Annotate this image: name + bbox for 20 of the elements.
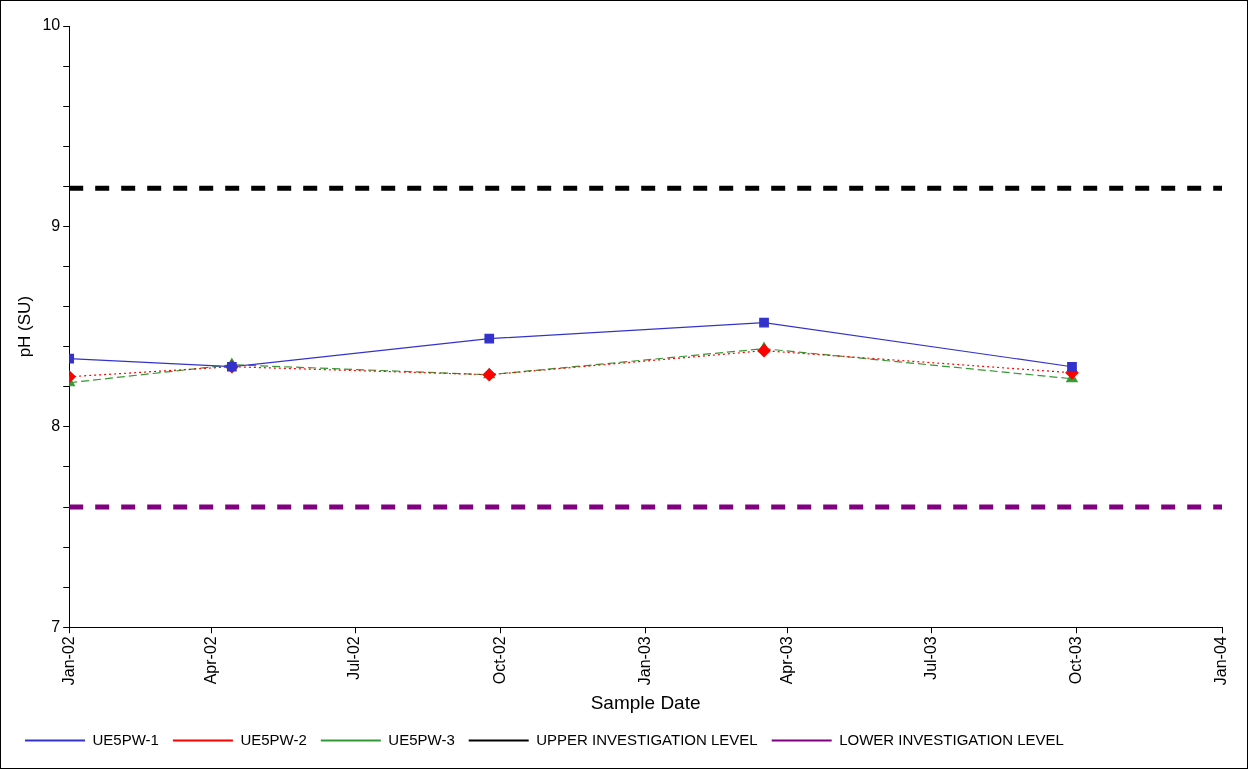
x-tick-label: Jan-04 xyxy=(1212,636,1230,686)
x-tick-label: Jul-03 xyxy=(921,636,939,680)
x-tick-label: Jan-02 xyxy=(59,636,77,686)
legend-label: UE5PW-1 xyxy=(92,730,159,748)
y-tick-label: 9 xyxy=(51,216,61,234)
x-tick-label: Oct-03 xyxy=(1067,636,1085,685)
legend-label: UE5PW-2 xyxy=(240,730,307,748)
y-tick-label: 10 xyxy=(42,16,61,34)
legend-label: UE5PW-3 xyxy=(388,730,455,748)
x-tick-label: Apr-02 xyxy=(201,636,219,685)
x-tick-label: Jul-02 xyxy=(345,636,363,680)
legend-label: UPPER INVESTIGATION LEVEL xyxy=(536,730,758,748)
y-tick-label: 7 xyxy=(51,617,61,635)
y-tick-label: 8 xyxy=(51,417,61,435)
x-tick-label: Apr-03 xyxy=(778,636,796,685)
x-tick-label: Oct-02 xyxy=(490,636,508,685)
y-axis-title: pH (SU) xyxy=(14,295,34,358)
x-tick-label: Jan-03 xyxy=(636,636,653,686)
legend-label: LOWER INVESTIGATION LEVEL xyxy=(839,730,1064,748)
x-axis-title: Sample Date xyxy=(590,691,701,713)
